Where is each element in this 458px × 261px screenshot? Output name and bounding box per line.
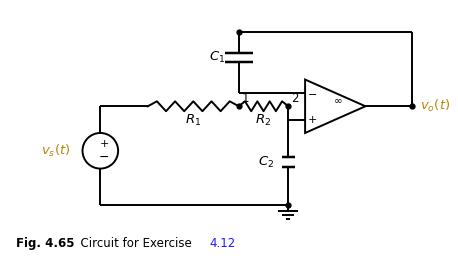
- Text: +: +: [99, 139, 109, 149]
- Text: $C_1$: $C_1$: [209, 50, 225, 65]
- Text: $R_2$: $R_2$: [256, 112, 272, 128]
- Text: 1: 1: [242, 92, 250, 105]
- Text: −: −: [99, 151, 109, 164]
- Text: Fig. 4.65: Fig. 4.65: [16, 237, 75, 250]
- Text: 4.12: 4.12: [209, 237, 235, 250]
- Text: Circuit for Exercise: Circuit for Exercise: [73, 237, 191, 250]
- Text: $+$: $+$: [307, 114, 317, 125]
- Text: $C_2$: $C_2$: [258, 155, 275, 170]
- Text: $-$: $-$: [307, 88, 317, 98]
- Text: $v_o(t)$: $v_o(t)$: [420, 98, 450, 114]
- Text: $v_s(t)$: $v_s(t)$: [41, 143, 71, 159]
- Text: 2: 2: [291, 92, 299, 105]
- Text: $R_1$: $R_1$: [185, 112, 202, 128]
- Text: ∞: ∞: [334, 96, 343, 106]
